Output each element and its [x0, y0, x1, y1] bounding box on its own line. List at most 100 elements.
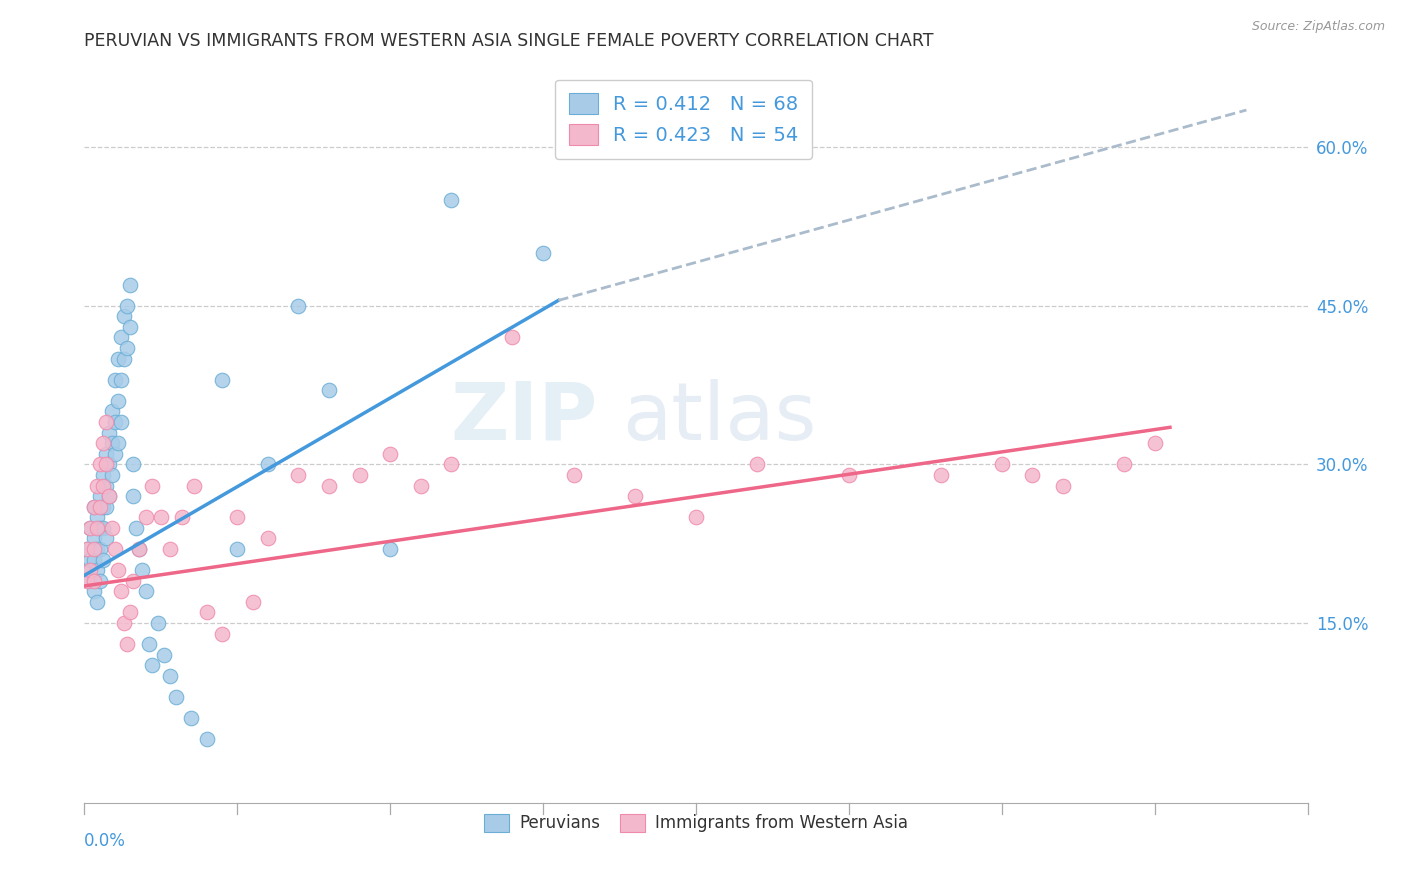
- Text: 0.0%: 0.0%: [84, 832, 127, 850]
- Point: [287, 467, 309, 482]
- Point: [195, 606, 218, 620]
- Point: [86, 563, 108, 577]
- Point: [97, 458, 120, 472]
- Point: [89, 521, 111, 535]
- Point: [440, 458, 463, 472]
- Point: [1052, 478, 1074, 492]
- Point: [79, 574, 101, 588]
- Point: [110, 584, 132, 599]
- Point: [195, 732, 218, 747]
- Point: [89, 489, 111, 503]
- Point: [318, 384, 340, 398]
- Text: atlas: atlas: [623, 379, 817, 457]
- Point: [91, 478, 114, 492]
- Point: [318, 478, 340, 492]
- Point: [115, 637, 138, 651]
- Point: [107, 351, 129, 366]
- Point: [128, 541, 150, 556]
- Point: [112, 310, 135, 324]
- Point: [211, 373, 233, 387]
- Point: [242, 595, 264, 609]
- Point: [1143, 436, 1166, 450]
- Point: [94, 478, 117, 492]
- Point: [211, 626, 233, 640]
- Point: [531, 245, 554, 260]
- Point: [562, 467, 585, 482]
- Point: [94, 458, 117, 472]
- Point: [747, 458, 769, 472]
- Point: [83, 584, 105, 599]
- Text: PERUVIAN VS IMMIGRANTS FROM WESTERN ASIA SINGLE FEMALE POVERTY CORRELATION CHART: PERUVIAN VS IMMIGRANTS FROM WESTERN ASIA…: [84, 32, 934, 50]
- Point: [125, 521, 148, 535]
- Point: [120, 277, 142, 292]
- Point: [257, 458, 280, 472]
- Point: [89, 500, 111, 514]
- Point: [83, 552, 105, 566]
- Point: [380, 447, 402, 461]
- Point: [79, 563, 101, 577]
- Point: [107, 436, 129, 450]
- Point: [97, 489, 120, 503]
- Point: [110, 373, 132, 387]
- Point: [91, 467, 114, 482]
- Point: [380, 541, 402, 556]
- Point: [94, 500, 117, 514]
- Point: [94, 447, 117, 461]
- Point: [89, 458, 111, 472]
- Point: [83, 541, 105, 556]
- Point: [287, 299, 309, 313]
- Point: [91, 500, 114, 514]
- Point: [115, 299, 138, 313]
- Point: [86, 521, 108, 535]
- Point: [79, 521, 101, 535]
- Point: [838, 467, 860, 482]
- Point: [76, 563, 98, 577]
- Point: [112, 351, 135, 366]
- Point: [122, 458, 145, 472]
- Point: [110, 415, 132, 429]
- Point: [91, 521, 114, 535]
- Point: [502, 330, 524, 344]
- Point: [94, 415, 117, 429]
- Point: [141, 658, 163, 673]
- Point: [83, 574, 105, 588]
- Point: [104, 415, 127, 429]
- Point: [89, 574, 111, 588]
- Point: [180, 711, 202, 725]
- Point: [165, 690, 187, 704]
- Point: [929, 467, 952, 482]
- Point: [226, 510, 249, 524]
- Point: [440, 193, 463, 207]
- Point: [107, 563, 129, 577]
- Point: [101, 467, 124, 482]
- Point: [91, 436, 114, 450]
- Point: [104, 541, 127, 556]
- Point: [172, 510, 194, 524]
- Point: [97, 489, 120, 503]
- Point: [83, 500, 105, 514]
- Point: [104, 447, 127, 461]
- Point: [107, 393, 129, 408]
- Point: [122, 574, 145, 588]
- Point: [101, 404, 124, 418]
- Point: [101, 436, 124, 450]
- Point: [146, 615, 169, 630]
- Point: [89, 541, 111, 556]
- Point: [97, 425, 120, 440]
- Point: [120, 319, 142, 334]
- Point: [110, 330, 132, 344]
- Point: [86, 510, 108, 524]
- Point: [183, 478, 205, 492]
- Point: [83, 532, 105, 546]
- Point: [83, 500, 105, 514]
- Point: [257, 532, 280, 546]
- Text: Source: ZipAtlas.com: Source: ZipAtlas.com: [1251, 20, 1385, 33]
- Point: [76, 541, 98, 556]
- Point: [226, 541, 249, 556]
- Point: [122, 489, 145, 503]
- Point: [149, 510, 172, 524]
- Point: [159, 669, 181, 683]
- Point: [76, 574, 98, 588]
- Point: [112, 615, 135, 630]
- Point: [79, 552, 101, 566]
